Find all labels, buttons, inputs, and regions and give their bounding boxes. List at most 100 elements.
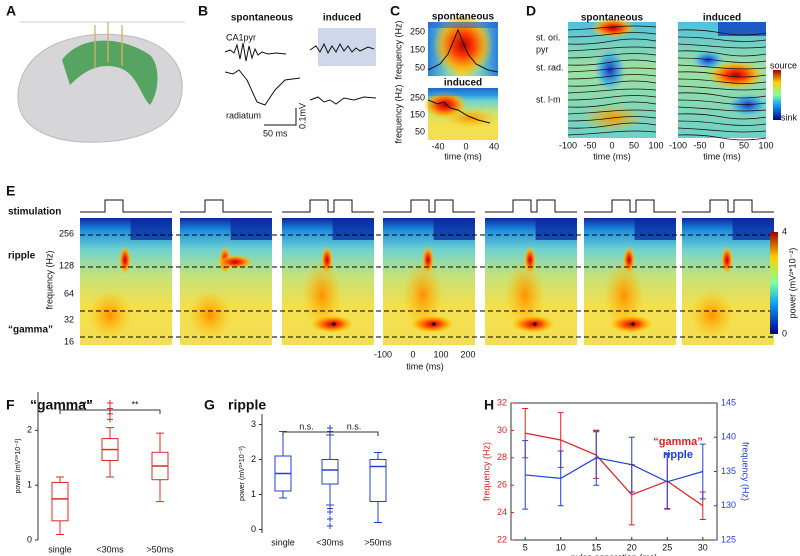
csd-trace (677, 99, 767, 105)
y-tick-label: 24 (497, 507, 507, 517)
peak-dot (631, 322, 635, 326)
csd-trace (677, 36, 767, 42)
y-tick-label: 128 (59, 260, 74, 270)
trace (224, 69, 301, 106)
stim-trace (682, 199, 774, 213)
x-tick-label: -50 (693, 140, 706, 150)
y2-tick-label: 140 (721, 432, 736, 442)
box (51, 481, 69, 522)
flier (327, 425, 333, 431)
csd-trace (567, 32, 657, 38)
axis-label: power (mV²*10⁻²) (239, 446, 246, 501)
csd-trace (677, 134, 767, 141)
y-tick-label: 2 (251, 454, 256, 464)
heat-top (428, 22, 498, 28)
colorbar (773, 70, 781, 120)
axis-label: time (ms) (406, 361, 444, 371)
heat-blob (88, 290, 132, 340)
significance: ** (131, 399, 139, 409)
x-tick-label: 10 (556, 542, 566, 552)
scale-bar (264, 108, 297, 126)
heat-blob (444, 108, 496, 128)
trace (309, 42, 375, 55)
axis-label: time (ms) (593, 151, 631, 161)
x-tick-label: >50ms (364, 537, 392, 547)
significance: n.s. (299, 421, 314, 431)
x-tick-label: 0 (463, 141, 468, 151)
csd-trace (567, 80, 657, 87)
panel-label: E (6, 183, 15, 199)
csd-trace (677, 127, 767, 133)
trace (224, 42, 287, 62)
csd-trace (567, 25, 657, 31)
title: spontaneous (432, 12, 495, 23)
error-bar (664, 453, 671, 510)
title: “gamma” (30, 397, 93, 413)
csd-trace (567, 116, 657, 122)
csd-trace (567, 59, 657, 66)
csd-trace (567, 74, 657, 80)
heat-blob (217, 255, 253, 269)
x-tick-label: -100 (374, 349, 392, 359)
colorbar (770, 232, 778, 334)
band-label: ripple (8, 251, 36, 262)
error-bar (628, 436, 635, 493)
y-tick-label: 32 (497, 397, 507, 407)
flier (107, 399, 113, 406)
heat-top (718, 22, 766, 36)
legend-entry: “gamma” (653, 436, 703, 448)
axis-label: pulse separation (ms) (571, 552, 658, 556)
panel-label: B (198, 3, 208, 19)
y-tick-label: 28 (497, 452, 507, 462)
hippocampus (62, 40, 158, 105)
heat-blob (433, 13, 493, 77)
y-tick-label: 0 (251, 524, 256, 534)
x-tick-label: -100 (669, 140, 687, 150)
x-tick-label: 30 (698, 542, 708, 552)
colorbar-label: sink (781, 112, 798, 122)
csd-trace (677, 29, 767, 36)
x-tick-label: 15 (591, 542, 601, 552)
csd-trace (567, 122, 657, 129)
y-tick-label: 50 (415, 126, 425, 136)
y-tick-label: 2 (27, 425, 32, 435)
plot-frame (510, 402, 718, 541)
heat-blob (692, 50, 724, 70)
y-tick-label: 150 (410, 44, 425, 54)
title: induced (444, 78, 482, 89)
trace (427, 99, 491, 124)
heat-top (230, 218, 272, 240)
title: ripple (228, 397, 266, 413)
title: spontaneous (581, 13, 644, 24)
colorbar-tick: 0 (782, 328, 787, 338)
panel-label: G (204, 397, 215, 413)
x-tick-label: 50 (739, 140, 749, 150)
heat-top (634, 218, 676, 240)
csd-trace (677, 92, 767, 99)
y-tick-label: 64 (64, 288, 74, 298)
csd-trace (567, 46, 657, 52)
title: spontaneous (231, 13, 294, 24)
axis-label: frequency (Hz) (481, 442, 491, 501)
colorbar-tick: 4 (782, 226, 787, 236)
legend-entry: ripple (663, 449, 693, 461)
x-tick-label: 20 (627, 542, 637, 552)
y-tick-label: 1 (251, 489, 256, 499)
y-tick-label: 30 (497, 425, 507, 435)
error-bar (557, 450, 564, 507)
x-tick-label: 100 (758, 140, 773, 150)
band-label: “gamma” (8, 325, 53, 336)
csd-trace (567, 95, 657, 101)
y-tick-label: 1 (27, 480, 32, 490)
heat-top (428, 88, 498, 96)
y-tick-label: 256 (59, 228, 74, 238)
x-tick-label: -50 (583, 140, 596, 150)
stim-trace (584, 199, 676, 213)
trace (427, 28, 499, 73)
y-tick-label: 0 (27, 534, 32, 544)
heat-blob (690, 290, 734, 340)
electrodes (94, 22, 123, 68)
peak-dot (432, 322, 436, 326)
panel-label: A (6, 3, 16, 19)
y2-tick-label: 145 (721, 397, 736, 407)
